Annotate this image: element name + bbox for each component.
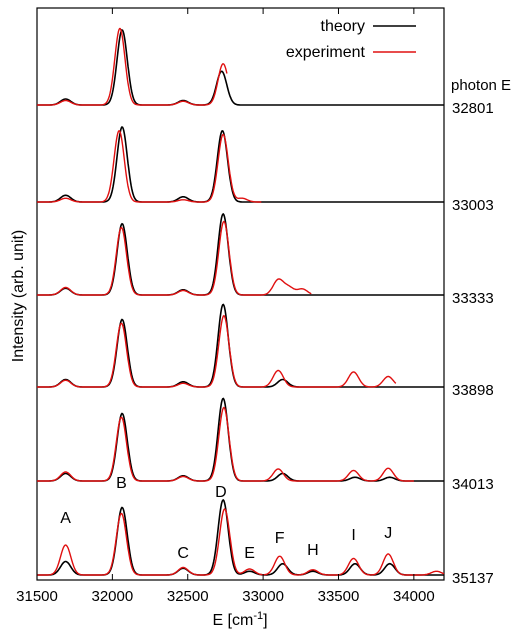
plot-frame — [36, 7, 445, 581]
photon-energy-label: 33333 — [452, 290, 494, 307]
x-axis-title-main: E [cm — [212, 612, 253, 629]
peak-label-e: E — [244, 545, 255, 562]
theory-curve-3 — [37, 212, 444, 296]
peak-label-i: I — [351, 527, 355, 544]
photon-energy-label: 33003 — [452, 197, 494, 214]
x-tick-label: 34000 — [393, 588, 435, 605]
x-tick-label: 32500 — [167, 588, 209, 605]
photon-energy-label: 34013 — [452, 476, 494, 493]
x-tick-label: 33000 — [242, 588, 284, 605]
legend-label-theory: theory — [321, 18, 365, 35]
theory-curve-5 — [37, 397, 444, 482]
x-axis-title: E [cm-1] — [212, 610, 267, 629]
experiment-curve-1 — [37, 27, 228, 106]
peak-label-h: H — [307, 542, 319, 559]
photon-energy-label: 35137 — [452, 570, 494, 587]
experiment-curve-6 — [37, 508, 445, 576]
peak-label-f: F — [275, 530, 285, 547]
experiment-curve-4 — [37, 314, 397, 388]
x-tick-label: 32000 — [92, 588, 134, 605]
legend-label-experiment: experiment — [286, 44, 366, 61]
photon-energy-label: 33898 — [452, 382, 494, 399]
theory-curve-2 — [37, 125, 444, 203]
x-axis-title-sup: -1 — [253, 610, 263, 622]
peak-label-c: C — [177, 545, 189, 562]
photon-energy-header: photon E — [451, 77, 511, 94]
x-tick-label: 33500 — [318, 588, 360, 605]
x-axis-title-end: ] — [263, 612, 267, 629]
experiment-curve-2 — [37, 129, 262, 203]
peak-label-j: J — [384, 525, 392, 542]
experiment-curve-3 — [37, 220, 312, 296]
peak-label-a: A — [60, 510, 71, 527]
theory-curve-1 — [37, 28, 444, 106]
legend: theory experiment — [286, 18, 416, 61]
x-tick-label: 31500 — [16, 588, 58, 605]
x-axis-ticks: 31500 32000 32500 33000 33500 34000 — [16, 8, 435, 605]
theory-curve-4 — [37, 303, 444, 388]
panel-curves — [37, 27, 445, 576]
photon-energy-labels: 32801 33003 33333 33898 34013 35137 — [452, 100, 494, 587]
peak-label-b: B — [116, 475, 127, 492]
photon-energy-label: 32801 — [452, 100, 494, 117]
peak-label-d: D — [215, 484, 227, 501]
peak-labels: A B C D E F H I J — [60, 475, 392, 562]
experiment-curve-5 — [37, 406, 414, 482]
y-axis-title: Intensity (arb. unit) — [10, 230, 27, 363]
